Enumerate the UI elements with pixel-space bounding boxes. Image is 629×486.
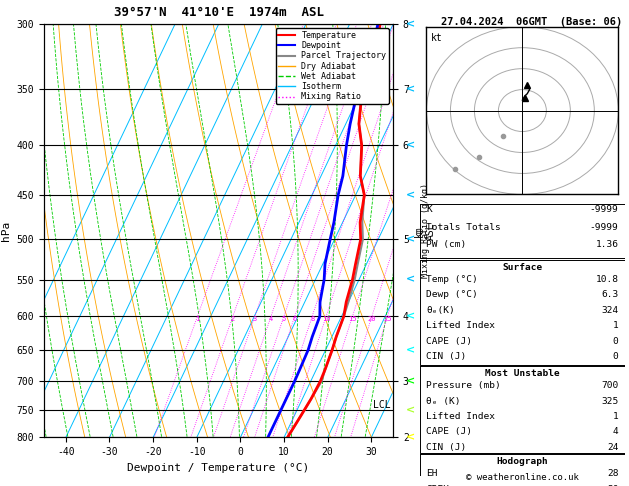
Text: SREH: SREH	[426, 485, 449, 486]
Text: CAPE (J): CAPE (J)	[426, 427, 472, 436]
Text: <: <	[406, 376, 415, 386]
Text: -9999: -9999	[590, 205, 618, 214]
Text: © weatheronline.co.uk: © weatheronline.co.uk	[465, 473, 579, 482]
Text: 28: 28	[607, 469, 618, 478]
Text: Totals Totals: Totals Totals	[426, 223, 501, 232]
Text: Most Unstable: Most Unstable	[485, 369, 560, 378]
Text: <: <	[406, 345, 415, 355]
Text: PW (cm): PW (cm)	[426, 241, 467, 249]
Text: Dewp (°C): Dewp (°C)	[426, 291, 478, 299]
Text: LCL: LCL	[374, 400, 391, 410]
Text: 700: 700	[601, 381, 618, 390]
Text: Mixing Ratio (g/kg): Mixing Ratio (g/kg)	[421, 183, 430, 278]
Text: Pressure (mb): Pressure (mb)	[426, 381, 501, 390]
Text: K: K	[426, 205, 432, 214]
Text: CAPE (J): CAPE (J)	[426, 337, 472, 346]
Text: 27.04.2024  06GMT  (Base: 06): 27.04.2024 06GMT (Base: 06)	[441, 17, 622, 27]
Text: <: <	[406, 234, 415, 244]
Text: -9999: -9999	[590, 223, 618, 232]
Text: 2: 2	[231, 316, 235, 322]
Text: 6.3: 6.3	[601, 291, 618, 299]
Text: 324: 324	[601, 306, 618, 315]
Text: <: <	[406, 190, 415, 200]
Text: <: <	[406, 311, 415, 321]
Text: 30: 30	[607, 485, 618, 486]
Text: <: <	[406, 19, 415, 29]
Text: 24: 24	[607, 443, 618, 452]
Text: Surface: Surface	[503, 262, 542, 272]
Text: 0: 0	[613, 352, 618, 361]
Text: Temp (°C): Temp (°C)	[426, 275, 478, 284]
Text: EH: EH	[426, 469, 438, 478]
Text: Lifted Index: Lifted Index	[426, 412, 495, 421]
Text: 8: 8	[310, 316, 314, 322]
Text: 0: 0	[613, 337, 618, 346]
Text: <: <	[406, 140, 415, 151]
Text: kt: kt	[431, 33, 443, 43]
X-axis label: Dewpoint / Temperature (°C): Dewpoint / Temperature (°C)	[128, 463, 309, 473]
Text: 325: 325	[601, 397, 618, 406]
Text: 25: 25	[383, 316, 392, 322]
Text: 3: 3	[253, 316, 257, 322]
Text: 1: 1	[613, 321, 618, 330]
Y-axis label: km
ASL: km ASL	[415, 222, 436, 240]
Text: 4: 4	[613, 427, 618, 436]
Text: <: <	[406, 405, 415, 415]
Text: 10.8: 10.8	[596, 275, 618, 284]
Text: 1: 1	[196, 316, 199, 322]
Text: CIN (J): CIN (J)	[426, 352, 467, 361]
Text: θₑ(K): θₑ(K)	[426, 306, 455, 315]
Text: CIN (J): CIN (J)	[426, 443, 467, 452]
Y-axis label: hPa: hPa	[1, 221, 11, 241]
Text: <: <	[406, 275, 415, 285]
Legend: Temperature, Dewpoint, Parcel Trajectory, Dry Adiabat, Wet Adiabat, Isotherm, Mi: Temperature, Dewpoint, Parcel Trajectory…	[276, 29, 389, 104]
Text: 15: 15	[348, 316, 357, 322]
Text: θₑ (K): θₑ (K)	[426, 397, 461, 406]
Text: 5: 5	[282, 316, 286, 322]
Text: Lifted Index: Lifted Index	[426, 321, 495, 330]
Text: 6: 6	[292, 316, 297, 322]
Text: <: <	[406, 84, 415, 94]
Title: 39°57'N  41°10'E  1974m  ASL: 39°57'N 41°10'E 1974m ASL	[114, 6, 323, 19]
Text: 10: 10	[322, 316, 330, 322]
Text: Hodograph: Hodograph	[496, 457, 548, 466]
Text: <: <	[406, 433, 415, 442]
Text: 20: 20	[368, 316, 376, 322]
Text: 1: 1	[613, 412, 618, 421]
Text: 1.36: 1.36	[596, 241, 618, 249]
Text: 4: 4	[269, 316, 273, 322]
